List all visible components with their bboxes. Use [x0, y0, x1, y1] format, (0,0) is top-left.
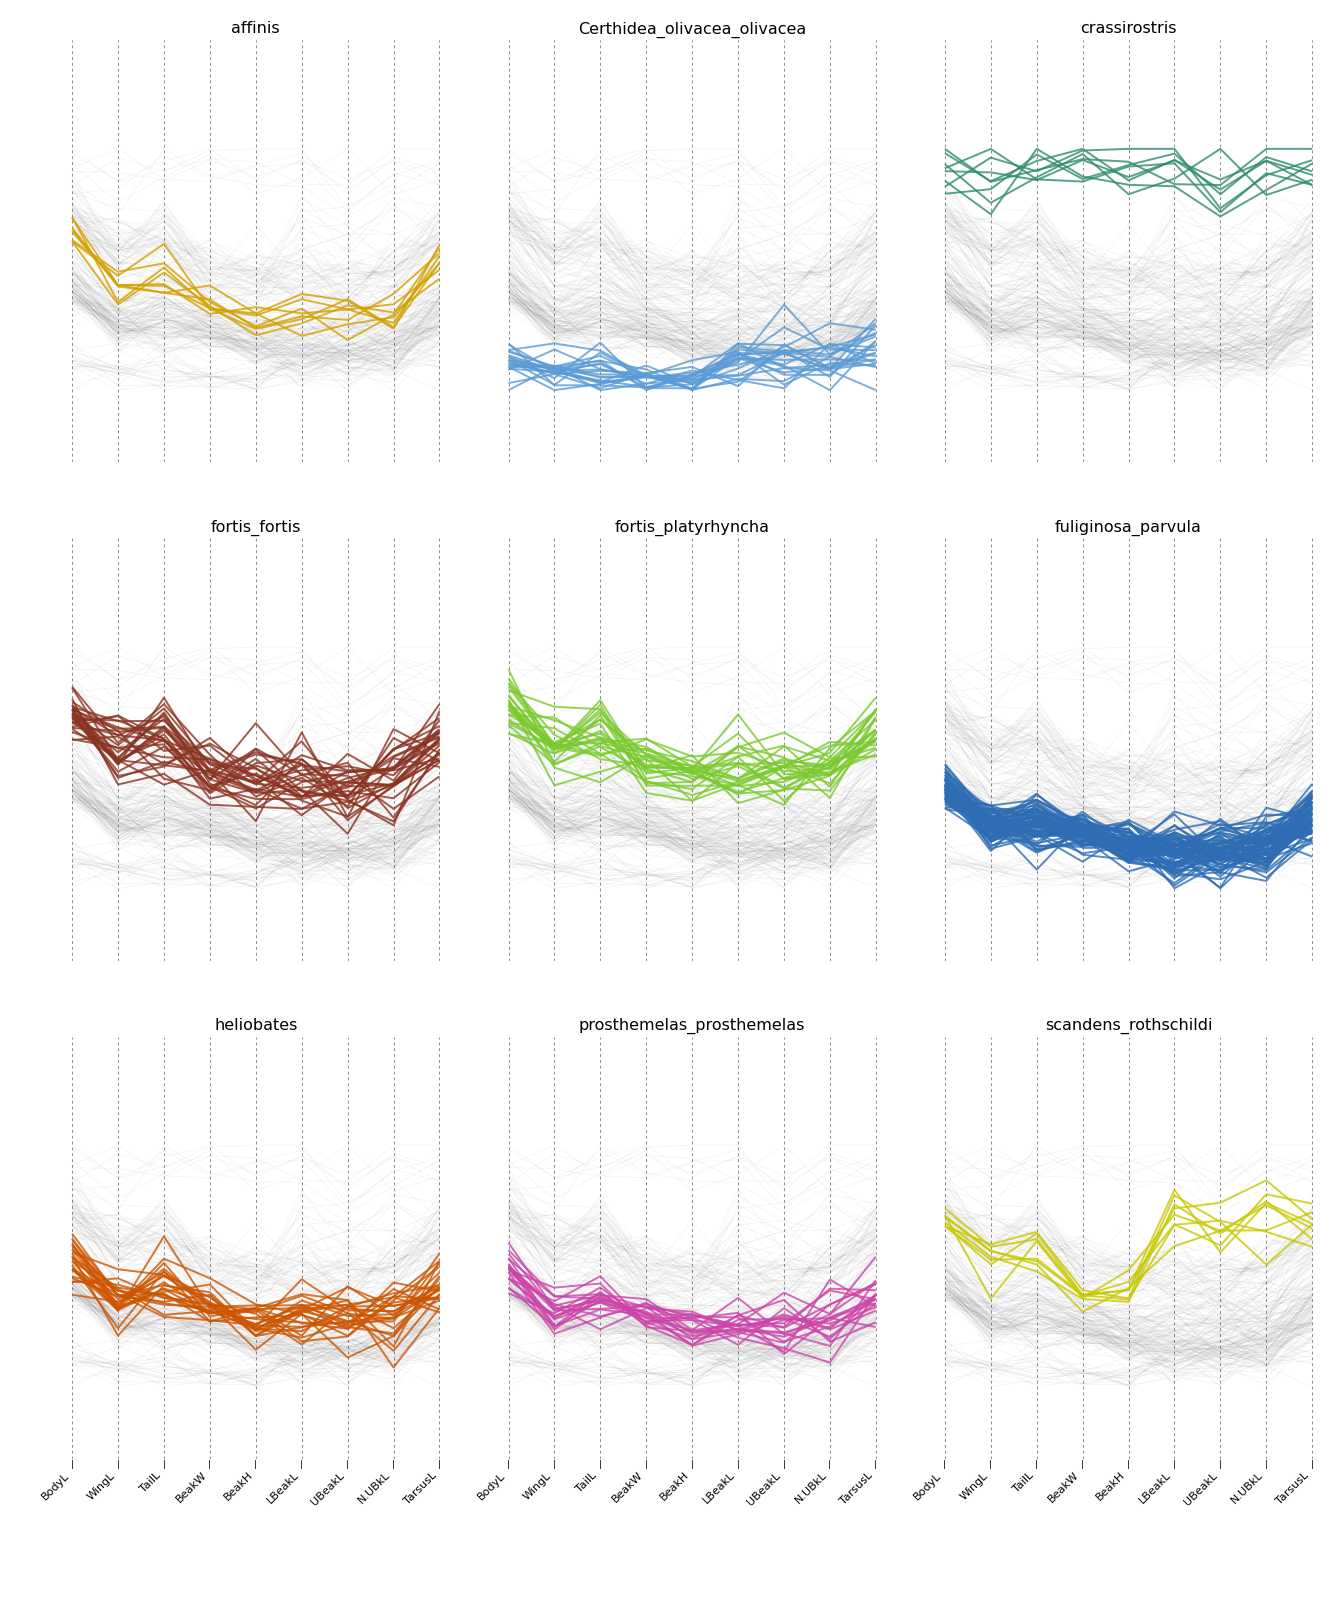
Text: BodyL: BodyL — [476, 1470, 507, 1501]
Text: |: | — [782, 1460, 785, 1470]
Text: |: | — [347, 1460, 349, 1470]
Text: |: | — [1310, 1460, 1313, 1470]
Text: |: | — [1265, 1460, 1267, 1470]
Text: WingL: WingL — [521, 1470, 554, 1501]
Text: LBeakL: LBeakL — [265, 1470, 300, 1506]
Text: BeakW: BeakW — [610, 1470, 645, 1504]
Text: |: | — [691, 1460, 694, 1470]
Text: |: | — [254, 1460, 257, 1470]
Text: |: | — [875, 1460, 878, 1470]
Text: BodyL: BodyL — [39, 1470, 71, 1501]
Text: LBeakL: LBeakL — [1137, 1470, 1173, 1506]
Text: |: | — [737, 1460, 739, 1470]
Title: scandens_rothschildi: scandens_rothschildi — [1044, 1017, 1212, 1033]
Text: WingL: WingL — [958, 1470, 989, 1501]
Text: |: | — [1035, 1460, 1038, 1470]
Text: TailL: TailL — [138, 1470, 163, 1494]
Text: TailL: TailL — [1011, 1470, 1035, 1494]
Text: |: | — [645, 1460, 648, 1470]
Text: |: | — [163, 1460, 165, 1470]
Text: BeakW: BeakW — [173, 1470, 208, 1504]
Text: |: | — [117, 1460, 120, 1470]
Title: fortis_platyrhyncha: fortis_platyrhyncha — [614, 519, 770, 535]
Title: heliobates: heliobates — [214, 1017, 297, 1033]
Title: prosthemelas_prosthemelas: prosthemelas_prosthemelas — [579, 1017, 805, 1033]
Text: TarsusL: TarsusL — [839, 1470, 875, 1506]
Text: |: | — [1219, 1460, 1222, 1470]
Text: UBeakL: UBeakL — [309, 1470, 347, 1507]
Title: crassirostris: crassirostris — [1081, 21, 1177, 37]
Text: |: | — [989, 1460, 992, 1470]
Text: TarsusL: TarsusL — [402, 1470, 438, 1506]
Text: N.UBkL: N.UBkL — [1230, 1470, 1265, 1506]
Text: N.UBkL: N.UBkL — [356, 1470, 392, 1506]
Text: LBeakL: LBeakL — [702, 1470, 737, 1506]
Text: |: | — [507, 1460, 509, 1470]
Text: BeakW: BeakW — [1047, 1470, 1082, 1504]
Text: |: | — [1128, 1460, 1130, 1470]
Text: |: | — [599, 1460, 602, 1470]
Text: |: | — [1173, 1460, 1176, 1470]
Text: UBeakL: UBeakL — [1183, 1470, 1219, 1507]
Text: |: | — [300, 1460, 304, 1470]
Text: TailL: TailL — [575, 1470, 599, 1494]
Text: |: | — [552, 1460, 556, 1470]
Text: |: | — [208, 1460, 211, 1470]
Text: |: | — [438, 1460, 441, 1470]
Title: affinis: affinis — [231, 21, 280, 37]
Text: |: | — [71, 1460, 74, 1470]
Text: UBeakL: UBeakL — [746, 1470, 782, 1507]
Text: TarsusL: TarsusL — [1274, 1470, 1310, 1506]
Text: |: | — [392, 1460, 395, 1470]
Text: N.UBkL: N.UBkL — [793, 1470, 828, 1506]
Text: WingL: WingL — [85, 1470, 117, 1501]
Text: BodyL: BodyL — [913, 1470, 943, 1501]
Text: BeakH: BeakH — [1094, 1470, 1128, 1502]
Text: BeakH: BeakH — [222, 1470, 254, 1502]
Text: |: | — [828, 1460, 832, 1470]
Title: fuliginosa_parvula: fuliginosa_parvula — [1055, 519, 1202, 535]
Title: Certhidea_olivacea_olivacea: Certhidea_olivacea_olivacea — [578, 21, 806, 37]
Title: fortis_fortis: fortis_fortis — [211, 519, 301, 535]
Text: |: | — [943, 1460, 946, 1470]
Text: |: | — [1081, 1460, 1085, 1470]
Text: BeakH: BeakH — [659, 1470, 691, 1502]
